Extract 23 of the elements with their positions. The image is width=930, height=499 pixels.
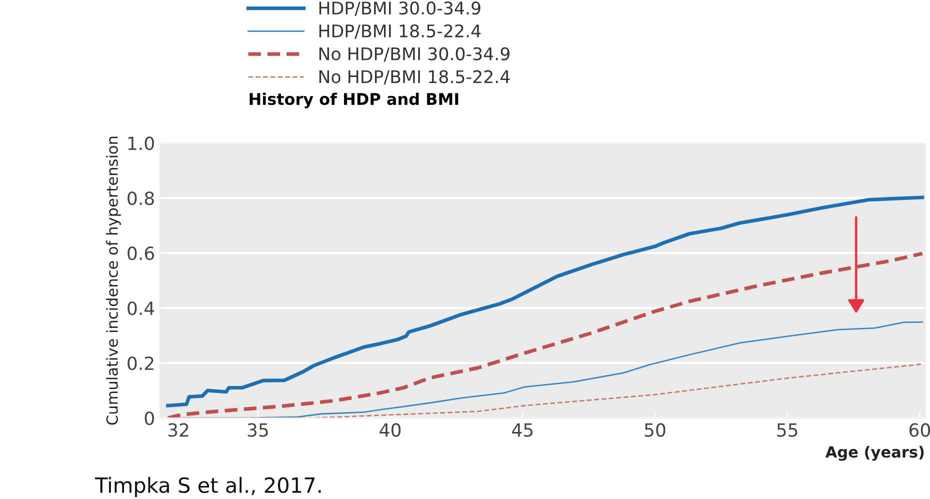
y-tick-label: 1.0: [128, 136, 154, 150]
x-tick-label: 40: [380, 423, 401, 437]
legend-label: HDP/BMI 30.0-34.9: [319, 1, 480, 16]
y-axis-title: Cumulative incidence of hypertension: [106, 136, 121, 425]
line-series: [166, 252, 924, 418]
x-tick-label: 45: [512, 423, 533, 437]
y-tick-label: 0.2: [128, 356, 154, 370]
x-tick-label: 60: [909, 423, 930, 437]
line-series: [166, 196, 924, 408]
x-axis-title: Age (years): [825, 446, 924, 461]
y-tick-label: 0.8: [128, 191, 154, 206]
text: Timpka S et al., 2017.: [94, 476, 321, 498]
y-tick-label: 0: [144, 411, 154, 426]
legend-label: No HDP/BMI 30.0-34.9: [319, 47, 510, 62]
x-tick-label: 50: [644, 423, 666, 437]
y-tick-label: 0.6: [128, 246, 154, 260]
legend-label: HDP/BMI 18.5-22.4: [319, 24, 481, 39]
y-tick-label: 0.4: [128, 301, 154, 316]
x-tick-label: 32: [168, 423, 188, 437]
x-tick-label: 55: [777, 423, 798, 437]
legend-label: No HDP/BMI 18.5-22.4: [319, 70, 510, 85]
legend-title: History of HDP and BMI: [250, 92, 458, 108]
x-tick-label: 35: [248, 423, 268, 437]
